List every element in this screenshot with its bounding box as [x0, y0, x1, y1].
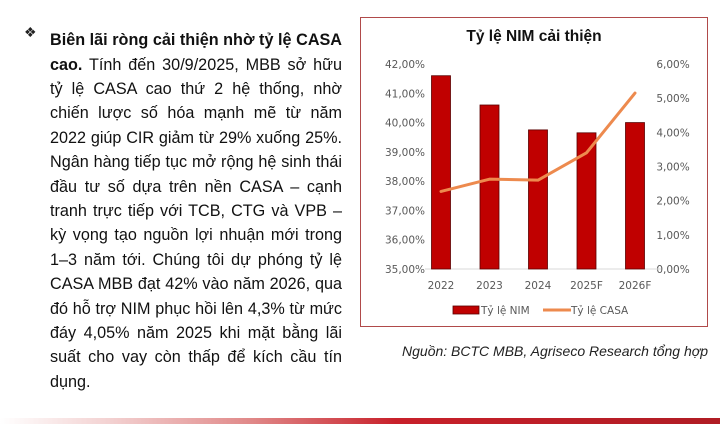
left-axis-tick: 35,00%	[385, 264, 425, 276]
chart-frame: Tỷ lệ NIM cải thiện 35,00% 36,00% 37,00% 38…	[360, 17, 708, 327]
x-axis-label: 2023	[476, 280, 503, 292]
right-axis-tick: 4,00%	[656, 127, 689, 139]
legend-label-nim: Tỷ lệ NIM	[480, 305, 530, 317]
bar-nim	[431, 75, 451, 270]
bar-nim	[479, 104, 500, 270]
chart-plot: 35,00% 36,00% 37,00% 38,00% 39,00% 40,00% 41,0…	[385, 59, 690, 317]
right-axis-tick: 5,00%	[656, 93, 689, 105]
right-axis-tick: 0,00%	[656, 264, 689, 276]
left-axis-tick: 37,00%	[385, 205, 425, 217]
paragraph: Biên lãi ròng cải thiện nhờ tỷ lệ CASA c…	[50, 28, 342, 394]
line-casa	[439, 91, 637, 193]
x-axis-label: 2024	[525, 280, 552, 292]
right-axis-tick: 3,00%	[656, 162, 689, 174]
left-axis-tick: 40,00%	[385, 118, 425, 130]
right-axis-tick: 6,00%	[656, 59, 689, 71]
paragraph-heading: Biên lãi ròng cải thiện nhờ tỷ lệ CASA c…	[50, 31, 342, 74]
left-axis-tick: 42,00%	[385, 59, 425, 71]
bar-nim	[625, 122, 645, 270]
x-axis-label: 2025F	[570, 280, 603, 292]
left-axis-tick: 41,00%	[385, 88, 425, 100]
x-axis-label: 2022	[428, 280, 455, 292]
left-axis-tick: 36,00%	[385, 235, 425, 247]
legend-label-casa: Tỷ lệ CASA	[570, 305, 629, 317]
legend-bar-swatch	[452, 305, 480, 315]
right-axis-tick: 1,00%	[656, 230, 689, 242]
right-axis-tick: 2,00%	[656, 196, 689, 208]
x-axis-label: 2026F	[619, 280, 652, 292]
bullet-diamond-icon: ❖	[24, 24, 37, 40]
bar-nim	[576, 132, 597, 270]
paragraph-body: Tính đến 30/9/2025, MBB sở hữu tỷ lệ CAS…	[50, 55, 342, 391]
left-axis-tick: 38,00%	[385, 176, 425, 188]
text-block: ❖ Biên lãi ròng cải thiện nhờ tỷ lệ CASA…	[18, 12, 350, 410]
chart-title: Tỷ lệ NIM cải thiện	[466, 28, 602, 45]
bar-nim	[528, 129, 548, 270]
footer-bar	[0, 418, 720, 424]
source-note: Nguồn: BCTC MBB, Agriseco Research tổng …	[402, 343, 708, 359]
left-axis-tick: 39,00%	[385, 147, 425, 159]
